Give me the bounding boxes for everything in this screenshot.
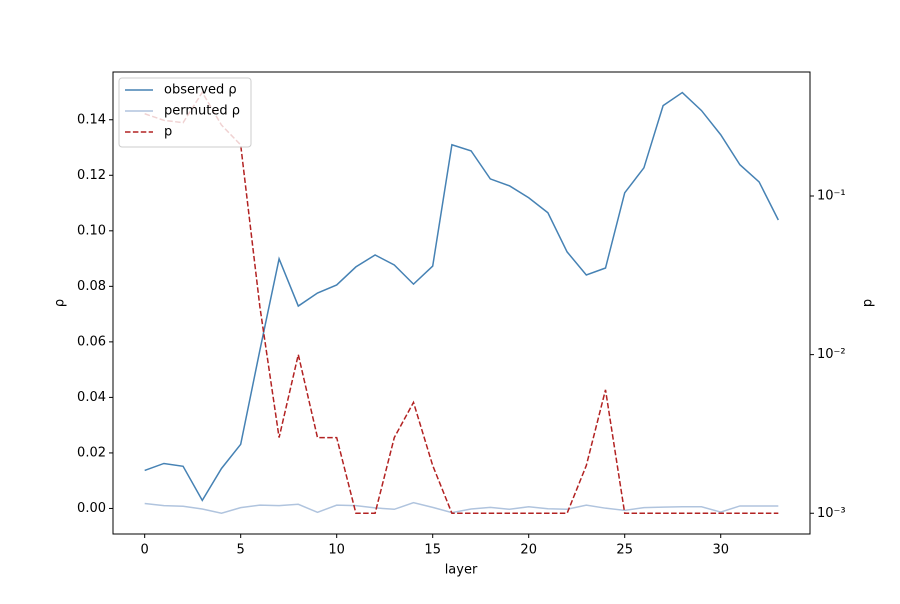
x-tick-label: 30 xyxy=(712,543,729,558)
legend-label: permuted ρ xyxy=(164,104,240,119)
x-tick-label: 15 xyxy=(424,543,441,558)
x-tick-label: 0 xyxy=(141,543,149,558)
y-tick-label: 0.08 xyxy=(77,279,106,294)
legend-label: p xyxy=(164,125,172,140)
y-tick-label: 0.12 xyxy=(77,168,106,183)
data-line xyxy=(144,91,779,502)
data-line xyxy=(144,90,779,515)
y-tick-label: 0.06 xyxy=(77,334,106,349)
y2-axis-label: p xyxy=(861,299,876,307)
x-tick-label: 5 xyxy=(237,543,245,558)
legend-frame xyxy=(118,77,252,148)
y2-tick-label: 10⁻¹ xyxy=(817,189,846,204)
x-tick-label: 25 xyxy=(616,543,633,558)
x-tick-label: 10 xyxy=(328,543,345,558)
x-tick-label: 20 xyxy=(520,543,537,558)
y-axis-label: ρ xyxy=(53,299,68,307)
y-tick-label: 0.02 xyxy=(77,445,106,460)
legend-label: observed ρ xyxy=(164,83,237,98)
plot-frame xyxy=(112,71,811,535)
y-tick-label: 0.00 xyxy=(77,501,106,516)
y-tick-label: 0.10 xyxy=(77,223,106,238)
y-tick-label: 0.14 xyxy=(77,112,106,127)
legend: observed ρ permuted ρ p xyxy=(118,77,252,148)
y2-tick-label: 10⁻² xyxy=(817,347,846,362)
x-axis-label: layer xyxy=(445,563,478,578)
y2-tick-label: 10⁻³ xyxy=(817,506,846,521)
data-line xyxy=(144,501,779,514)
y-tick-label: 0.04 xyxy=(77,390,106,405)
